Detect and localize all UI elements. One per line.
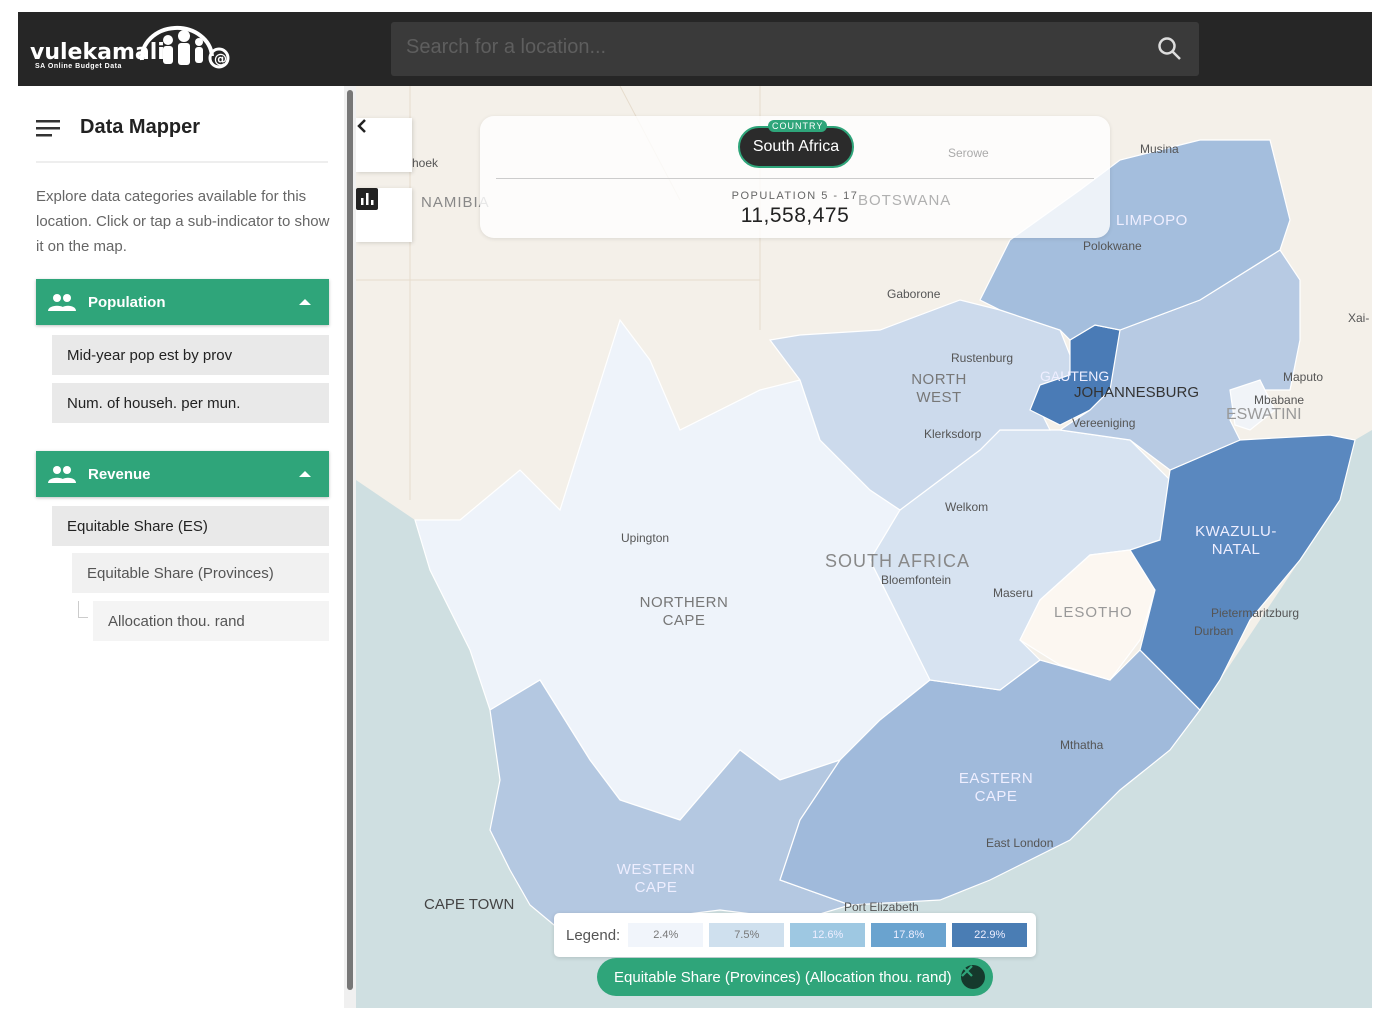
- top-bar: vulekamali SA Online Budget Data @: [18, 12, 1372, 86]
- location-type-tag: COUNTRY: [768, 120, 828, 132]
- people-icon: [48, 294, 76, 311]
- province-kwazulu-natal[interactable]: [1129, 434, 1356, 711]
- place-label: Welkom: [945, 500, 989, 514]
- search-input[interactable]: [406, 36, 1126, 59]
- choropleth-map[interactable]: [356, 86, 1372, 1008]
- place-label: CAPE TOWN: [424, 896, 515, 913]
- legend-swatch: 22.9%: [952, 923, 1028, 947]
- place-label-serowe: Serowe: [948, 146, 989, 160]
- country-borders: [356, 86, 761, 500]
- panel-description: Explore data categories available for th…: [36, 188, 330, 255]
- legend-swatch: 2.4%: [628, 923, 704, 947]
- menu-icon[interactable]: [36, 119, 62, 137]
- location-name: South Africa: [752, 138, 840, 155]
- province-north-west[interactable]: [768, 299, 1081, 511]
- place-label: BOTSWANA: [858, 192, 952, 209]
- divider: [496, 178, 1094, 179]
- collapse-panel-button[interactable]: [356, 118, 412, 172]
- chevron-left-icon: [357, 119, 366, 133]
- place-label: Maseru: [993, 586, 1034, 600]
- legend-swatch: 12.6%: [790, 923, 866, 947]
- place-label: Gaborone: [887, 287, 941, 301]
- people-icon: [48, 466, 76, 483]
- panel-header: Data Mapper: [36, 116, 200, 139]
- province-label: WESTERN CAPE: [616, 861, 696, 896]
- active-indicator-chip[interactable]: Equitable Share (Provinces) (Allocation …: [597, 958, 993, 996]
- place-label: Mthatha: [1060, 738, 1104, 752]
- place-label: Bloemfontein: [881, 573, 952, 587]
- place-label: Mbabane: [1254, 393, 1305, 407]
- place-label: NAMIBIA: [421, 194, 490, 211]
- divider: [36, 161, 328, 163]
- place-label: Rustenburg: [951, 351, 1014, 365]
- collapse-caret-icon[interactable]: [299, 299, 311, 305]
- place-label: JOHANNESBURG: [1074, 384, 1200, 401]
- legend-swatch: 17.8%: [871, 923, 947, 947]
- place-label: Polokwane: [1083, 239, 1142, 253]
- province-label: ESWATINI: [1226, 406, 1302, 423]
- location-search[interactable]: [391, 22, 1199, 76]
- province-label: LIMPOPO: [1116, 212, 1188, 229]
- scrollbar-thumb[interactable]: [347, 90, 353, 990]
- tree-connector: [78, 601, 88, 618]
- place-label: Musina: [1140, 142, 1179, 156]
- indicator-value: 11,558,475: [740, 204, 850, 227]
- province-label: NORTH WEST: [911, 371, 967, 406]
- place-label: Klerksdorp: [924, 427, 982, 441]
- province-label: GAUTENG: [1040, 368, 1110, 384]
- indicator-label: POPULATION 5 - 17: [731, 190, 859, 202]
- province-label: KWAZULU-NATAL: [1195, 523, 1277, 558]
- close-icon[interactable]: [961, 965, 985, 989]
- category-population[interactable]: Population: [36, 279, 329, 325]
- province-mpumalanga[interactable]: [1058, 249, 1301, 471]
- place-label: Upington: [621, 531, 670, 545]
- place-label: Vereeniging: [1072, 416, 1136, 430]
- active-indicator-label: Equitable Share (Provinces) (Allocation …: [614, 968, 952, 986]
- category-revenue[interactable]: Revenue: [36, 451, 329, 497]
- province-label: EASTERN CAPE: [958, 770, 1034, 805]
- category-label: Population: [88, 293, 166, 311]
- panel-title: Data Mapper: [80, 116, 201, 138]
- sub-indicator-allocation[interactable]: Allocation thou. rand: [93, 601, 329, 641]
- map-view[interactable]: hoek NAMIBIA Musina LIMPOPO Polokwane Ga…: [356, 86, 1372, 1008]
- location-pill[interactable]: COUNTRY South Africa: [738, 120, 854, 168]
- province-lesotho[interactable]: [1019, 549, 1156, 681]
- logo-people-icon: @: [139, 25, 230, 69]
- chart-button[interactable]: [356, 188, 412, 242]
- ocean: [356, 430, 1372, 1008]
- place-label: Port Elizabeth: [844, 900, 919, 914]
- sub-indicator-mid-year-pop[interactable]: Mid-year pop est by prov: [52, 335, 329, 375]
- collapse-caret-icon[interactable]: [299, 471, 311, 477]
- search-icon[interactable]: [1157, 36, 1183, 62]
- svg-text:@: @: [214, 52, 227, 67]
- place-label: Durban: [1194, 624, 1234, 638]
- place-label: Xai-: [1348, 311, 1370, 325]
- panel-scrollbar[interactable]: [344, 86, 356, 1008]
- bar-chart-icon: [356, 188, 378, 210]
- data-mapper-panel: Data Mapper Explore data categories avai…: [18, 86, 344, 1008]
- place-label: Pietermaritzburg: [1211, 606, 1300, 620]
- province-label: LESOTHO: [1054, 604, 1133, 621]
- location-info-card: COUNTRY South Africa POPULATION 5 - 17 1…: [480, 116, 1110, 238]
- map-legend: Legend: 2.4% 7.5% 12.6% 17.8% 22.9%: [554, 913, 1036, 957]
- place-label: East London: [986, 836, 1054, 850]
- category-label: Revenue: [88, 465, 151, 483]
- sub-indicator-equitable-share[interactable]: Equitable Share (ES): [52, 506, 329, 546]
- sub-indicator-equitable-share-provinces[interactable]: Equitable Share (Provinces): [72, 553, 329, 593]
- province-eswatini[interactable]: [1229, 379, 1276, 431]
- place-label: Maputo: [1283, 370, 1324, 384]
- sub-indicator-households[interactable]: Num. of househ. per mun.: [52, 383, 329, 423]
- country-label: SOUTH AFRICA: [825, 551, 971, 571]
- legend-swatch: 7.5%: [709, 923, 785, 947]
- logo-tagline: SA Online Budget Data: [35, 63, 122, 70]
- legend-label: Legend:: [566, 926, 621, 944]
- place-label: hoek: [412, 156, 439, 170]
- province-label: NORTHERN CAPE: [639, 594, 729, 629]
